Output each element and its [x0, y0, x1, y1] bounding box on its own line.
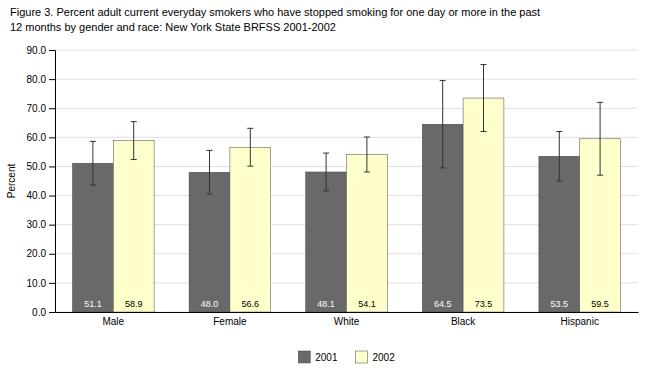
tick: Male: [102, 316, 124, 327]
tick-mark: [49, 137, 55, 138]
data-label: 53.5: [551, 299, 569, 309]
tick-label: 20.0: [27, 248, 47, 259]
error-bar: [90, 141, 96, 185]
tick: Black: [451, 316, 476, 327]
tick-label: 50.0: [27, 161, 47, 172]
tick: 80.0: [27, 74, 55, 85]
subtitle: 12 months by gender and race: New York S…: [10, 21, 336, 33]
tick-label: Hispanic: [561, 316, 599, 327]
tick-mark: [49, 50, 55, 51]
axis-line: [56, 312, 639, 313]
tick: 40.0: [27, 190, 55, 201]
marks: [72, 65, 620, 312]
tick: Hispanic: [561, 316, 599, 327]
tick: 30.0: [27, 219, 55, 230]
data-label: 51.1: [84, 299, 102, 309]
tick-mark: [49, 283, 55, 284]
error-bar: [247, 128, 253, 166]
error-bar: [440, 81, 446, 168]
data-label: 59.5: [591, 299, 609, 309]
data-labels: 51.1 48.0 48.1 64.5 53.5 58.9 56.6 54.1 73.5 59.5: [84, 299, 609, 309]
tick-label: White: [334, 316, 360, 327]
error-bar: [364, 137, 370, 172]
tick-label: 10.0: [27, 278, 47, 289]
tick: 60.0: [27, 132, 55, 143]
data-label: 56.6: [242, 299, 260, 309]
tick-mark: [49, 225, 55, 226]
tick: 50.0: [27, 161, 55, 172]
tick-label: 0.0: [32, 307, 46, 318]
data-label: 48.0: [201, 299, 219, 309]
bar: [347, 155, 388, 312]
data-label: 73.5: [475, 299, 493, 309]
legend-item: 2002: [356, 351, 396, 363]
grid-line: [55, 108, 638, 109]
tick: 90.0: [27, 45, 55, 56]
error-bar: [597, 102, 603, 175]
tick-label: 60.0: [27, 132, 47, 143]
title: Figure 3. Percent adult current everyday…: [10, 6, 540, 18]
y-axis: 0.0 10.0 20.0 30.0 40.0 50.0 60.0 70.0 80.0 90.0: [27, 45, 56, 318]
tick-label: Male: [102, 316, 124, 327]
error-bar: [323, 153, 329, 191]
tick: 10.0: [27, 278, 55, 289]
data-label: 54.1: [358, 299, 376, 309]
legend: 2001 2002: [298, 351, 395, 363]
axis-line: [49, 51, 56, 313]
chart: Figure 3. Percent adult current everyday…: [0, 0, 653, 384]
tick: White: [334, 316, 360, 327]
tick-label: 80.0: [27, 74, 47, 85]
data-label: 64.5: [434, 299, 452, 309]
plot: 51.1 48.0 48.1 64.5 53.5 58.9 56.6 54.1 73.5 59.5…: [6, 45, 639, 327]
grid-line: [55, 79, 638, 80]
legend-label: 2002: [373, 352, 396, 363]
legend-swatch: [356, 351, 368, 363]
tick: 70.0: [27, 103, 55, 114]
tick-mark: [49, 108, 55, 109]
tick: 20.0: [27, 248, 55, 259]
tick-mark: [49, 312, 55, 313]
bar: [113, 141, 154, 312]
tick-label: Female: [213, 316, 247, 327]
tick-mark: [49, 166, 55, 167]
data-label: 48.1: [317, 299, 335, 309]
tick-label: 40.0: [27, 190, 47, 201]
series: [72, 81, 579, 312]
tick-mark: [49, 254, 55, 255]
legend-item: 2001: [298, 351, 338, 363]
axis-title: Percent: [6, 164, 17, 199]
tick-label: 70.0: [27, 103, 47, 114]
tick: 0.0: [32, 307, 55, 318]
tick-mark: [49, 196, 55, 197]
grid-line: [55, 50, 638, 51]
legend-label: 2001: [315, 352, 338, 363]
legend-swatch: [298, 351, 310, 363]
error-bar: [556, 132, 562, 181]
grid: [55, 50, 638, 312]
tick-label: Black: [451, 316, 476, 327]
tick-label: 90.0: [27, 45, 47, 56]
grid-line: [55, 137, 638, 138]
bar: [230, 147, 271, 312]
tick-label: 30.0: [27, 219, 47, 230]
data-label: 58.9: [125, 299, 143, 309]
x-axis: Male Female White Black Hispanic: [56, 313, 639, 328]
tick: Female: [213, 316, 247, 327]
error-bar: [481, 65, 487, 132]
bar: [306, 172, 347, 312]
tick-mark: [49, 79, 55, 80]
series: [113, 65, 620, 312]
error-bar: [131, 122, 137, 160]
error-bar: [206, 150, 212, 194]
